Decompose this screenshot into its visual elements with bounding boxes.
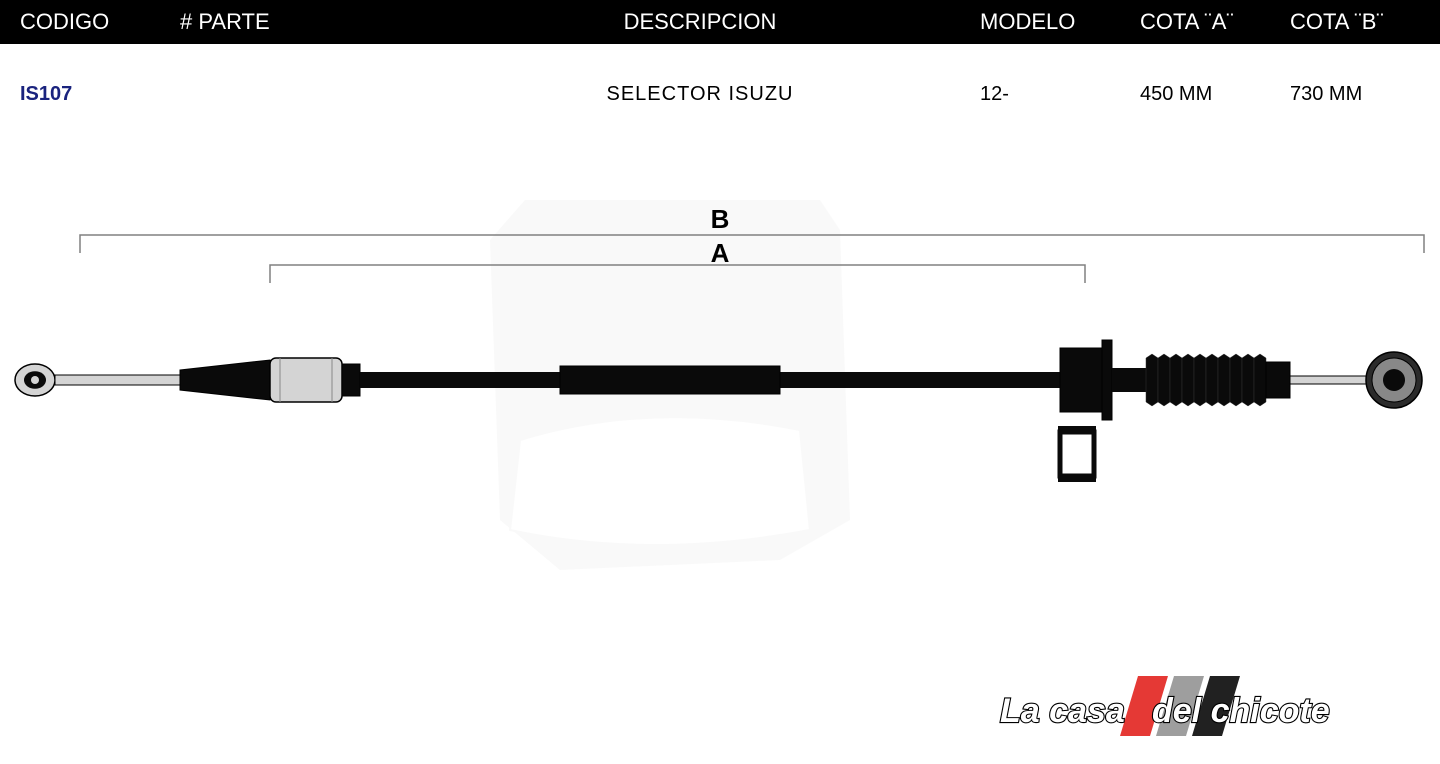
header-modelo: MODELO	[980, 9, 1140, 35]
cell-cota-a: 450 MM	[1140, 83, 1290, 106]
svg-text:La casa: La casa	[1000, 692, 1125, 730]
cell-cota-b: 730 MM	[1290, 83, 1440, 106]
cell-codigo: IS107	[0, 83, 180, 106]
header-parte: # PARTE	[180, 9, 420, 35]
header-codigo: CODIGO	[0, 9, 180, 35]
part-diagram: BA	[0, 200, 1440, 580]
header-cota-b: COTA ¨B¨	[1290, 9, 1440, 35]
cell-descripcion: SELECTOR ISUZU	[420, 83, 980, 106]
header-descripcion: DESCRIPCION	[420, 9, 980, 35]
table-row: IS107 SELECTOR ISUZU 12- 450 MM 730 MM	[0, 64, 1440, 124]
table-header: CODIGO # PARTE DESCRIPCION MODELO COTA ¨…	[0, 0, 1440, 44]
brand-logo: La casa del chicote	[990, 674, 1420, 744]
svg-text:B: B	[711, 204, 730, 234]
svg-text:del chicote: del chicote	[1152, 692, 1330, 730]
svg-text:A: A	[711, 238, 730, 268]
header-cota-a: COTA ¨A¨	[1140, 9, 1290, 35]
cell-modelo: 12-	[980, 83, 1140, 106]
